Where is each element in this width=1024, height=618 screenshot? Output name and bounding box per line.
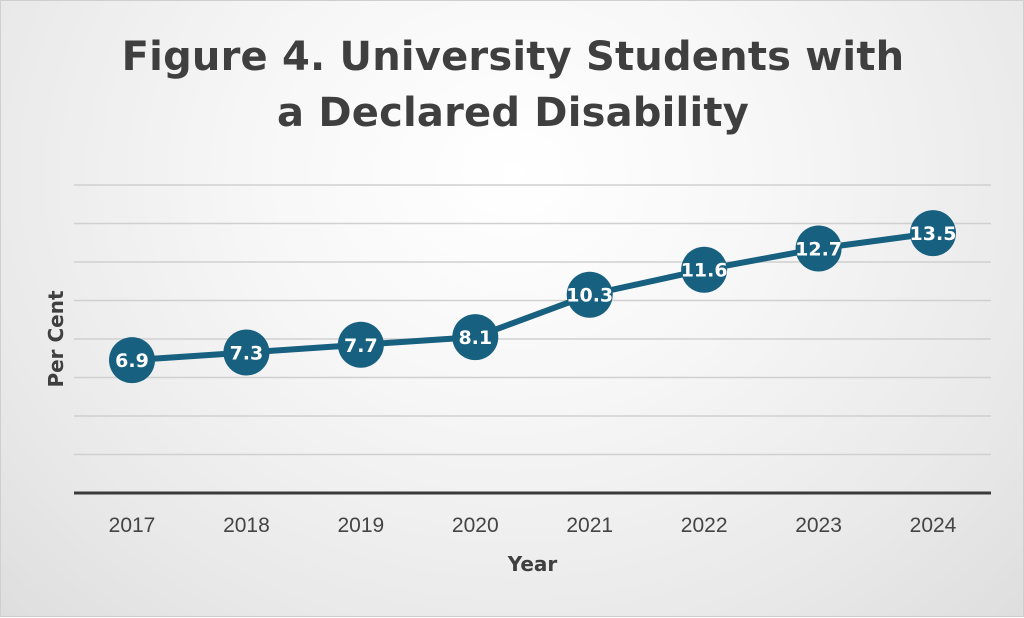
data-point-marker: [337, 321, 384, 368]
data-point-marker: [223, 329, 270, 376]
data-points: 6.9 7.3 7.7 8.1 10.3 11.6 12.7 13.5: [109, 210, 957, 384]
data-label: 13.5: [910, 223, 957, 245]
data-label: 7.7: [344, 335, 378, 357]
gridlines: [74, 184, 991, 456]
x-tick-label: 2017: [109, 514, 156, 537]
data-label: 7.3: [230, 342, 264, 364]
data-label: 10.3: [566, 285, 613, 307]
y-axis-title: Per Cent: [44, 290, 68, 388]
x-tick-label: 2024: [910, 514, 957, 537]
data-label: 12.7: [795, 239, 842, 261]
data-point-marker: [681, 246, 728, 293]
data-point-marker: [795, 225, 842, 272]
data-point-marker: [109, 337, 155, 384]
x-tick-label: 2019: [337, 514, 384, 537]
chart-title-line-1: Figure 4. University Students with: [121, 34, 905, 80]
chart-title-line-2: a Declared Disability: [277, 90, 749, 136]
data-point-marker: [452, 314, 499, 361]
x-tick-label: 2023: [795, 514, 842, 537]
x-axis-title: Year: [507, 552, 558, 576]
x-tick-label: 2018: [223, 514, 270, 537]
x-tick-labels: 2017 2018 2019 2020 2021 2022 2023 2024: [109, 514, 957, 537]
x-tick-label: 2022: [681, 514, 728, 537]
x-tick-label: 2020: [452, 514, 499, 537]
data-label: 11.6: [681, 260, 728, 282]
x-tick-label: 2021: [566, 514, 613, 537]
data-point-marker: [566, 271, 613, 318]
data-label: 6.9: [115, 350, 149, 372]
data-point-marker: [910, 210, 956, 257]
chart-title: Figure 4. University Students with a Dec…: [1, 29, 1024, 141]
data-label: 8.1: [458, 327, 492, 349]
